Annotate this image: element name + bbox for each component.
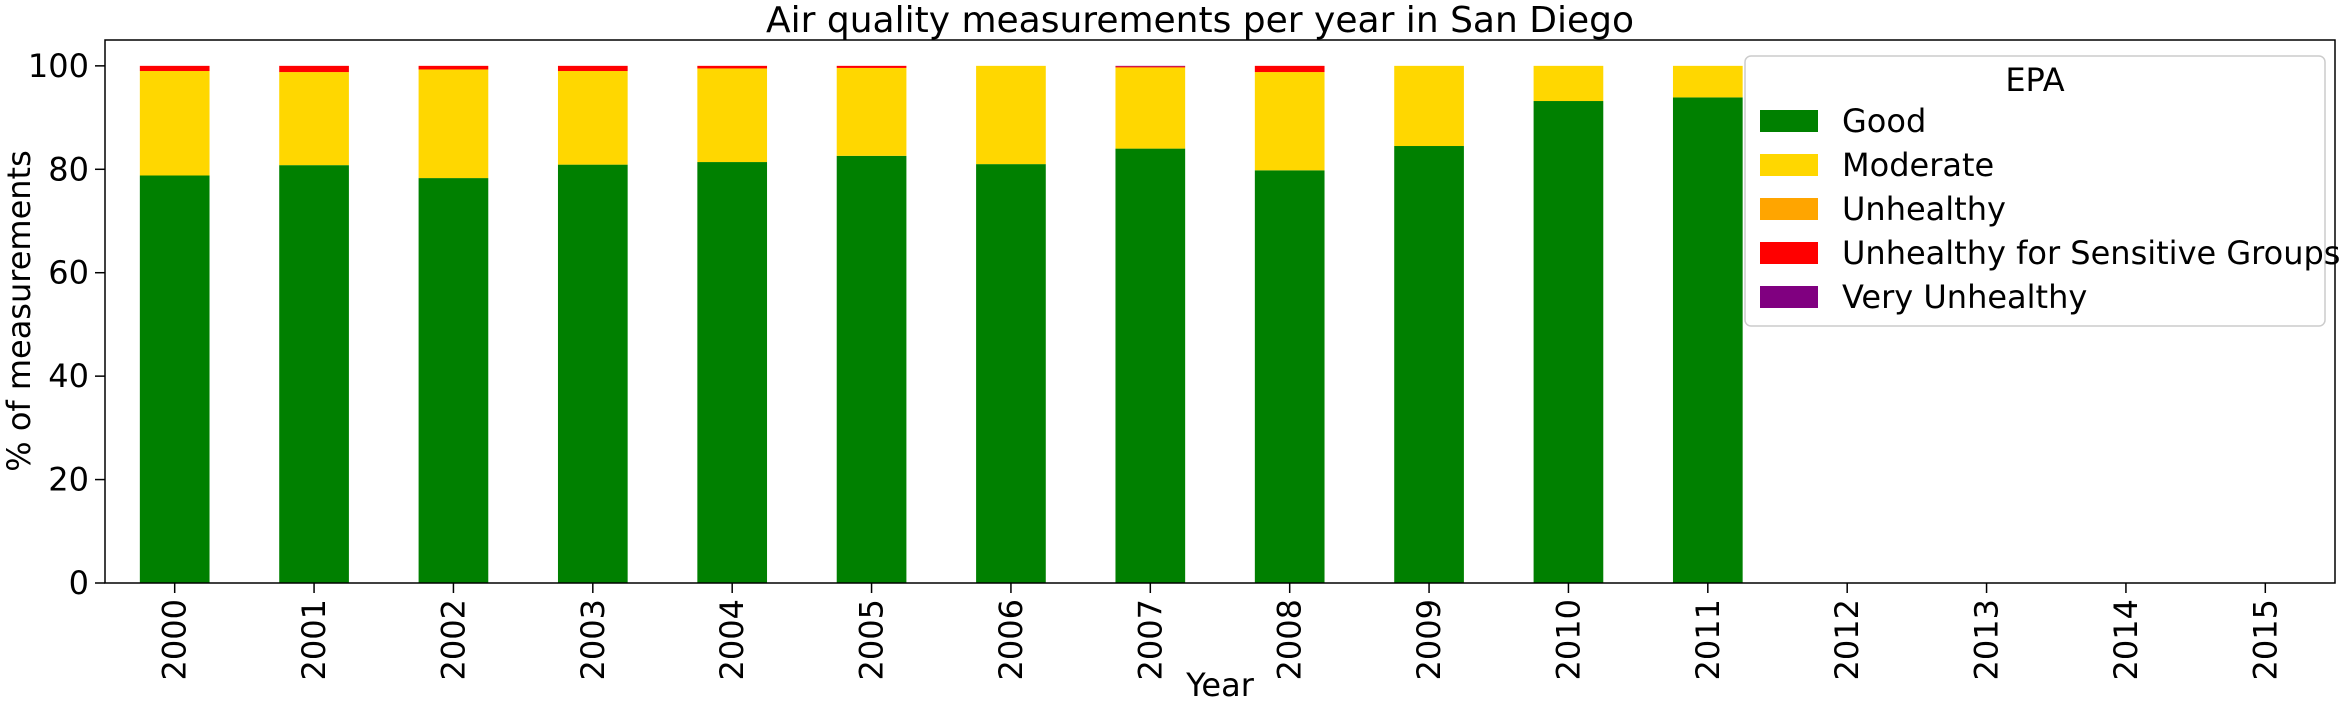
bar-unhealthy-for-sensitive-groups-2004 (697, 65, 768, 69)
bar-unhealthy-for-sensitive-groups-2008 (1254, 65, 1325, 73)
x-tick-label: 2011 (1689, 599, 1727, 680)
legend: EPA Good Moderate Unhealthy Unhealthy for S… (1744, 55, 2340, 327)
y-tick-label: 0 (69, 564, 89, 602)
x-tick-label: 2012 (1828, 599, 1866, 680)
bar-unhealthy-for-sensitive-groups-2003 (557, 65, 628, 72)
legend-title: EPA (2005, 61, 2064, 99)
bar-good-2007 (1115, 148, 1186, 583)
y-tick-label: 60 (48, 254, 89, 292)
x-tick-label: 2015 (2246, 599, 2284, 680)
bar-moderate-2004 (697, 68, 768, 163)
bar-unhealthy-for-sensitive-groups-2001 (279, 65, 349, 73)
y-axis: 0 20 40 60 80 100 (28, 47, 105, 602)
legend-entries: Good Moderate Unhealthy Unhealthy for Sensi… (1760, 102, 2340, 316)
x-tick-label: 2001 (295, 599, 333, 680)
x-tick-label: 2013 (1968, 599, 2006, 680)
bar-unhealthy-for-sensitive-groups-2007 (1115, 66, 1186, 68)
legend-swatch-unhealthy-for-sensitive-groups (1760, 242, 1818, 264)
legend-frame (1744, 55, 2326, 327)
x-tick-label: 2003 (574, 599, 612, 680)
x-tick-label: 2006 (992, 599, 1030, 680)
x-tick-label: 2005 (853, 599, 891, 680)
bar-unhealthy-for-sensitive-groups-2002 (418, 65, 489, 70)
x-tick-label: 2007 (1131, 599, 1169, 680)
bar-good-2005 (836, 155, 907, 583)
bar-good-2006 (976, 164, 1046, 583)
x-tick-label: 2004 (713, 599, 751, 680)
bar-moderate-2010 (1533, 65, 1604, 102)
bar-moderate-2005 (836, 67, 907, 156)
legend-swatch-unhealthy (1760, 198, 1818, 220)
legend-swatch-moderate (1760, 154, 1818, 176)
bar-moderate-2009 (1394, 65, 1464, 147)
y-tick-label: 80 (48, 150, 89, 188)
bar-moderate-2011 (1672, 65, 1743, 98)
y-tick-label: 40 (48, 357, 89, 395)
x-tick-label: 2002 (434, 599, 472, 680)
x-tick-label: 2009 (1410, 599, 1448, 680)
plot-frame (104, 39, 2336, 584)
bar-good-2010 (1533, 101, 1604, 583)
y-tick-label: 20 (48, 461, 89, 499)
x-axis-label: Year (1185, 666, 1255, 704)
bar-moderate-2008 (1254, 72, 1325, 171)
bar-good-2003 (557, 164, 628, 584)
bar-unhealthy-for-sensitive-groups-2005 (836, 65, 907, 68)
bar-moderate-2007 (1115, 67, 1186, 149)
bar-good-2001 (279, 165, 349, 584)
legend-label: Good (1842, 102, 1926, 140)
x-tick-label: 2000 (156, 599, 194, 680)
legend-label: Unhealthy for Sensitive Groups (1842, 234, 2340, 272)
bar-good-2002 (418, 178, 489, 583)
bar-good-2009 (1394, 146, 1464, 583)
bar-moderate-2003 (557, 71, 628, 165)
bar-good-2011 (1672, 97, 1743, 583)
x-tick-label: 2008 (1271, 599, 1309, 680)
legend-swatch-good (1760, 110, 1818, 132)
y-axis-label: % of measurements (0, 150, 38, 472)
bar-moderate-2002 (418, 69, 489, 179)
legend-swatch-very-unhealthy (1760, 286, 1818, 308)
bar-good-2000 (139, 175, 210, 583)
bars-group (139, 65, 1743, 584)
bar-moderate-2006 (976, 65, 1046, 165)
y-tick-label: 100 (28, 47, 89, 85)
legend-label: Moderate (1842, 146, 1994, 184)
chart-title: Air quality measurements per year in San… (766, 0, 1634, 41)
x-tick-label: 2014 (2107, 599, 2145, 680)
bar-good-2008 (1254, 170, 1325, 583)
x-tick-label: 2010 (1549, 599, 1587, 680)
legend-label: Unhealthy (1842, 190, 2006, 228)
x-axis: 2000 2001 2002 2003 2004 2005 2006 2007 2008 2009… (156, 583, 2284, 680)
bar-moderate-2001 (279, 72, 349, 166)
bar-moderate-2000 (139, 71, 210, 176)
bar-very-unhealthy-2007 (1115, 65, 1186, 67)
legend-label: Very Unhealthy (1842, 278, 2087, 316)
bar-unhealthy-for-sensitive-groups-2000 (139, 65, 210, 72)
bar-good-2004 (697, 162, 768, 583)
